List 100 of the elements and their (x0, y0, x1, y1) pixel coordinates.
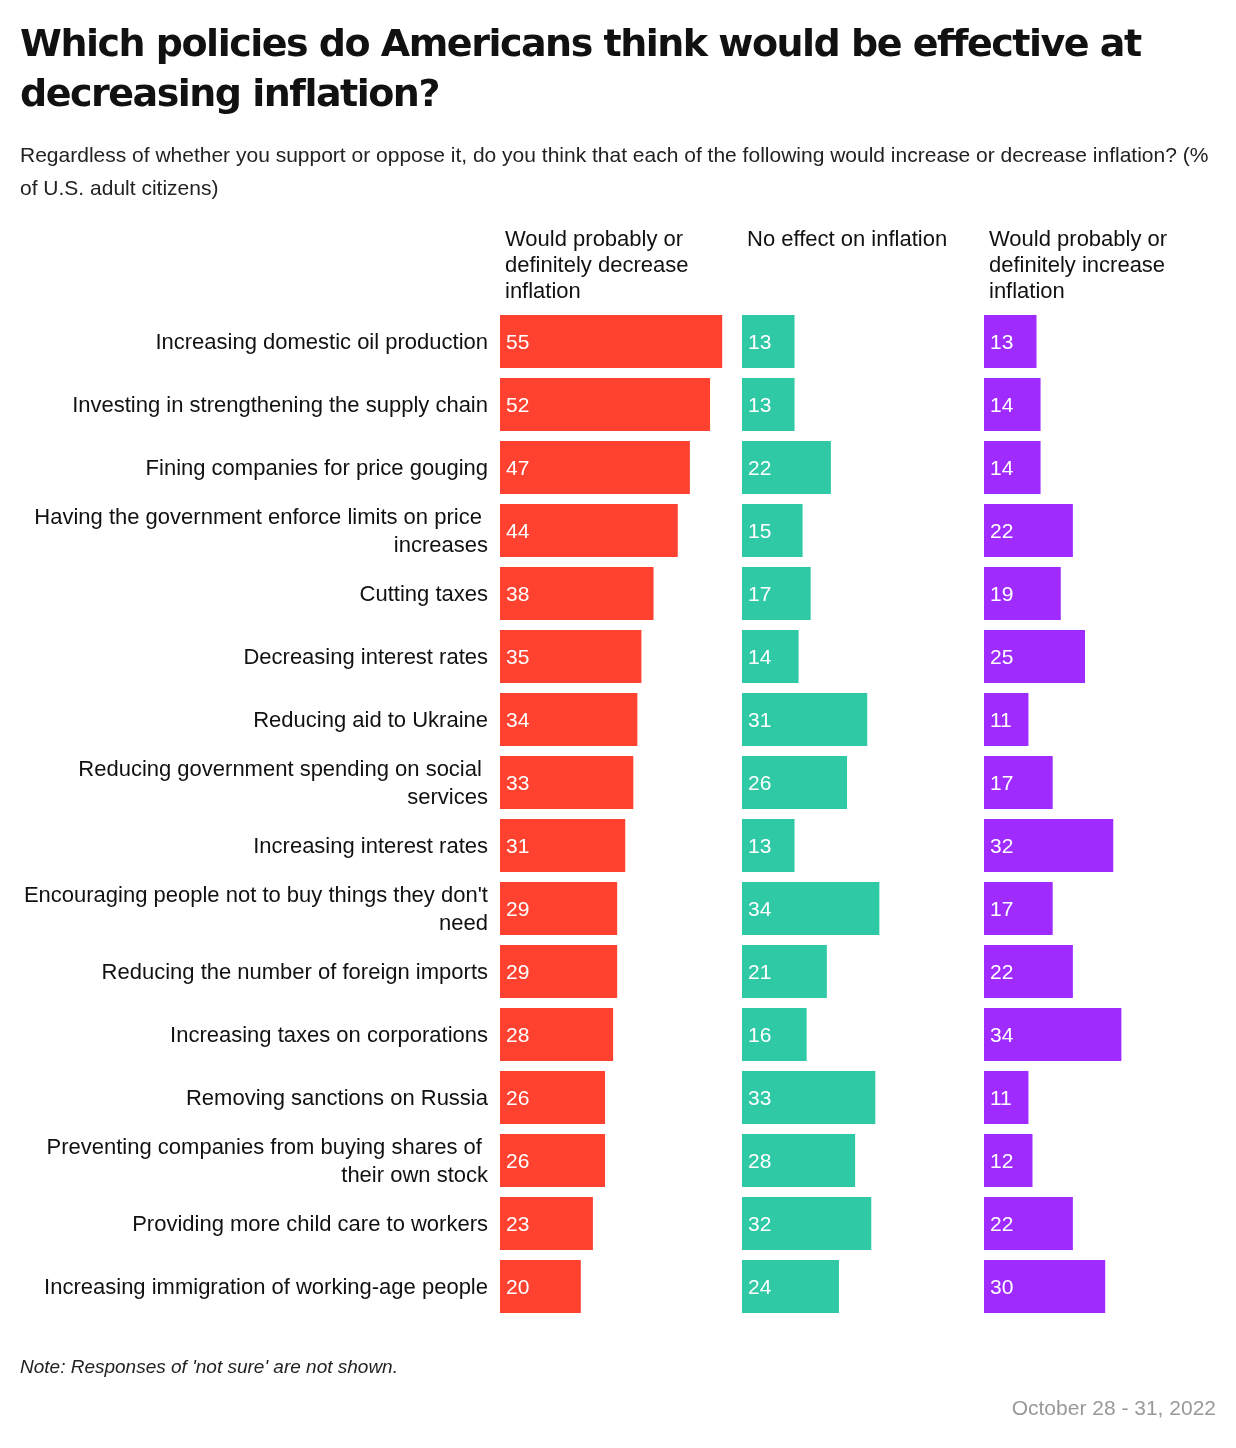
data-label: 28 (506, 1023, 530, 1046)
data-label: 13 (748, 330, 772, 353)
bar (742, 756, 848, 809)
y-tick-label: Increasing domestic oil production (155, 329, 488, 354)
bar (742, 1197, 872, 1250)
data-label: 22 (748, 456, 772, 479)
bar (984, 693, 1029, 746)
data-label: 16 (748, 1023, 772, 1046)
bar (984, 315, 1037, 368)
data-label: 19 (990, 582, 1014, 605)
data-label: 13 (748, 834, 772, 857)
bar (500, 1071, 606, 1124)
y-tick-label: Reducing government spending on social services (78, 756, 488, 809)
bar (500, 693, 638, 746)
y-tick-label: Increasing interest rates (253, 833, 488, 858)
bar (984, 819, 1114, 872)
data-label: 14 (990, 456, 1014, 479)
data-label: 44 (506, 519, 530, 542)
bar (984, 1197, 1073, 1250)
bar (742, 315, 795, 368)
bar (984, 378, 1041, 431)
data-label: 32 (990, 834, 1014, 857)
data-label: 15 (748, 519, 772, 542)
bar (984, 1071, 1029, 1124)
data-label: 26 (506, 1149, 530, 1172)
bar (742, 567, 811, 620)
data-label: 22 (990, 1212, 1014, 1235)
bar (984, 504, 1073, 557)
chart-title: Which policies do Americans think would be effective at decreasing inflation? (20, 20, 1143, 117)
data-label: 14 (748, 645, 772, 668)
y-tick-label: Increasing immigration of working-age people (44, 1274, 488, 1299)
y-tick-label: Reducing aid to Ukraine (253, 707, 488, 732)
data-label: 24 (748, 1275, 772, 1298)
data-label: 29 (506, 960, 530, 983)
bar (500, 1197, 593, 1250)
bar (742, 882, 880, 935)
data-label: 34 (506, 708, 530, 731)
bar (500, 1134, 606, 1187)
data-label: 17 (990, 897, 1014, 920)
y-tick-label: Investing in strengthening the supply chain (72, 392, 488, 417)
bar (984, 756, 1053, 809)
bar (742, 819, 795, 872)
bar (742, 1134, 856, 1187)
data-label: 55 (506, 330, 530, 353)
y-tick-label: Increasing taxes on corporations (170, 1022, 488, 1047)
bar (742, 630, 799, 683)
bar (742, 441, 831, 494)
y-tick-label: Fining companies for price gouging (145, 455, 488, 480)
text: October 28 - 31, 2022 (1011, 1396, 1216, 1420)
bar (500, 378, 711, 431)
data-label: 12 (990, 1149, 1014, 1172)
data-label: 20 (506, 1275, 530, 1298)
data-label: 52 (506, 393, 530, 416)
data-label: 26 (506, 1086, 530, 1109)
bar (984, 945, 1073, 998)
data-label: 33 (506, 771, 530, 794)
bar (984, 441, 1041, 494)
bar (742, 945, 827, 998)
bar (984, 1008, 1122, 1061)
data-label: 14 (990, 393, 1014, 416)
data-label: 22 (990, 519, 1014, 542)
data-label: 31 (506, 834, 530, 857)
data-label: 34 (748, 897, 772, 920)
bar (500, 945, 618, 998)
y-tick-label: Removing sanctions on Russia (185, 1085, 489, 1110)
data-label: 13 (748, 393, 772, 416)
data-label: 11 (990, 1086, 1012, 1109)
data-label: 28 (748, 1149, 772, 1172)
data-label: 13 (990, 330, 1014, 353)
bar (984, 882, 1053, 935)
bar (500, 819, 626, 872)
bar (500, 630, 642, 683)
data-label: 21 (748, 960, 772, 983)
bar (500, 1008, 614, 1061)
data-label: 25 (990, 645, 1014, 668)
x-axis-title: Would probably or definitely increase inflation (989, 225, 1174, 303)
x-axis-title: Would probably or definitely decrease inflation (505, 225, 695, 303)
y-tick-label: Cutting taxes (359, 581, 488, 606)
bar (742, 693, 868, 746)
bar (742, 1260, 839, 1313)
data-label: 23 (506, 1212, 530, 1235)
bar (984, 1134, 1033, 1187)
bar (984, 630, 1085, 683)
data-label: 26 (748, 771, 772, 794)
bar (500, 756, 634, 809)
data-label: 30 (990, 1275, 1014, 1298)
bar (500, 882, 618, 935)
data-label: 34 (990, 1023, 1014, 1046)
y-tick-label: Having the government enforce limits on price increases (34, 504, 488, 557)
y-tick-label: Providing more child care to workers (132, 1211, 488, 1236)
bar (500, 315, 723, 368)
text: Note: Responses of 'not sure' are not shown. (20, 1356, 398, 1378)
bar (742, 504, 803, 557)
chart-subtitle: Regardless of whether you support or oppose it, do you think that each of the following would increase or decrease inflation? (% of U.S. adult citizens) (20, 142, 1210, 201)
bar (500, 504, 678, 557)
bar (742, 378, 795, 431)
bar (984, 567, 1061, 620)
bar (500, 567, 654, 620)
data-label: 47 (506, 456, 530, 479)
data-label: 33 (748, 1086, 772, 1109)
